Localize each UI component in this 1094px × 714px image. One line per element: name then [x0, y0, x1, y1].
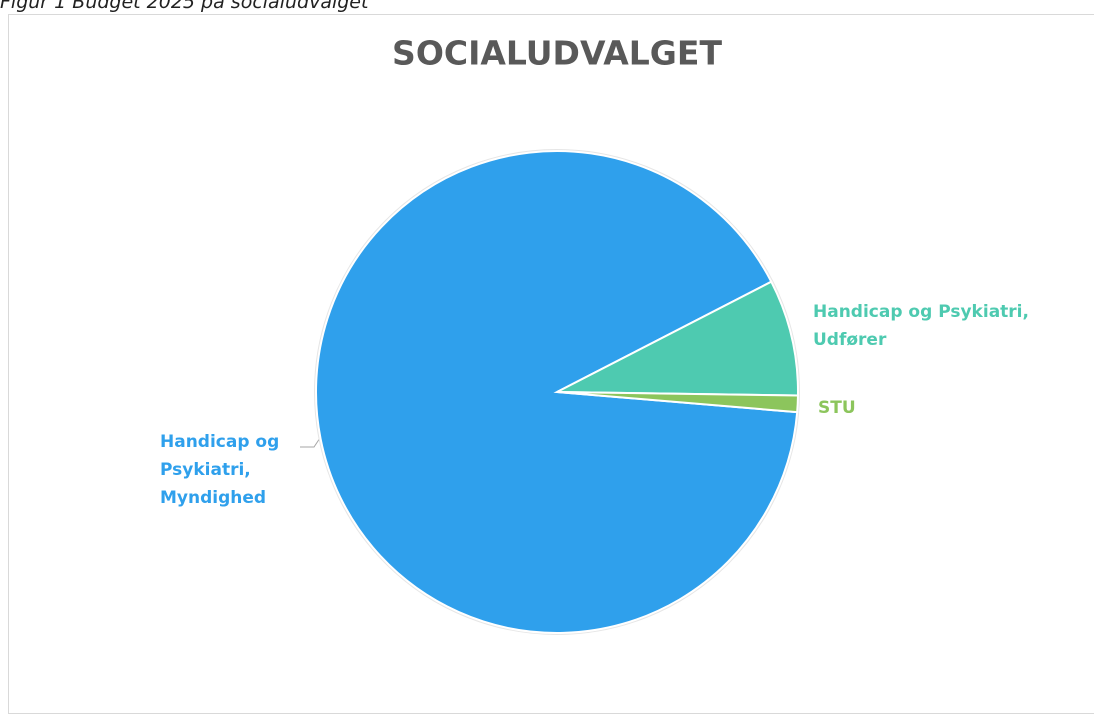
pie-slice: [315, 150, 799, 634]
slice-label: STU: [818, 398, 856, 418]
leader-line: [300, 437, 321, 448]
pie-slice: [556, 280, 799, 397]
chart-title: SOCIALUDVALGET: [392, 34, 722, 73]
chart: SOCIALUDVALGET: [300, 34, 800, 635]
pie-slice: [556, 391, 799, 414]
slice-label: Handicap og Psykiatri, Udfører: [813, 302, 1029, 350]
slice-label: Handicap og Psykiatri, Myndighed: [160, 432, 280, 508]
caption: Figur 1 Budget 2025 på socialudvalget: [0, 0, 369, 13]
